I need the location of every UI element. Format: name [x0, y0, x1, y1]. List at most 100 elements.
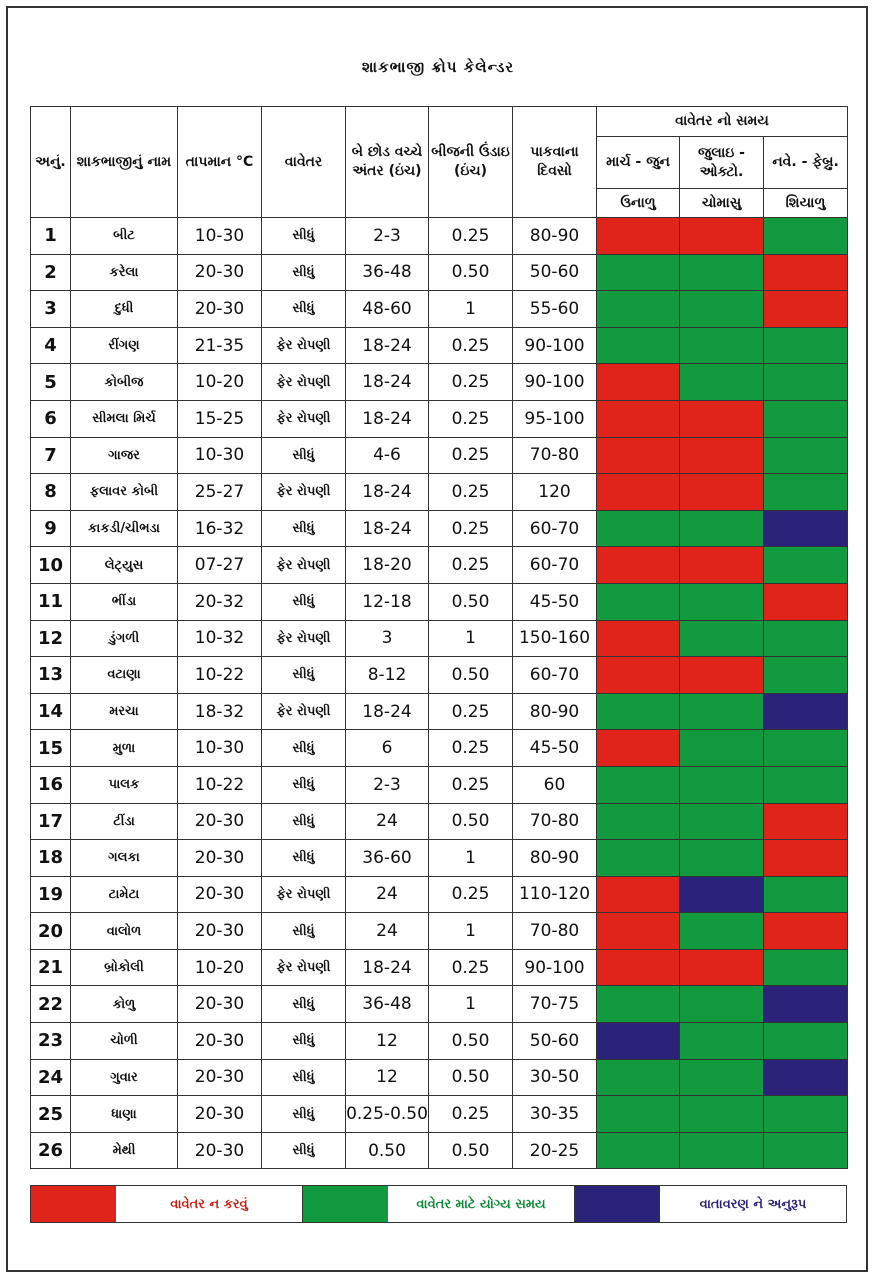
sowing-method: ફેર રોપણી — [261, 473, 346, 511]
period-header: નવે. - ફેબ્રુ. — [762, 136, 849, 189]
plant-spacing: 18-24 — [345, 473, 429, 511]
table-row: 9 કાકડી/ચીભડા 16-32 સીધું 18-24 0.25 60-70 — [30, 509, 849, 548]
season-status-green — [679, 802, 764, 841]
table-row: 25 ધાણા 20-30 સીધું 0.25-0.50 0.25 30-35 — [30, 1095, 849, 1133]
season-header: ઉનાળુ — [596, 188, 680, 218]
days-to-mature: 60-70 — [512, 509, 597, 548]
temperature: 20-30 — [177, 839, 262, 877]
table-row: 18 ગલકા 20-30 સીધું 36-60 1 80-90 — [30, 839, 849, 877]
seed-depth: 0.25 — [428, 875, 513, 914]
legend-swatch-blue — [575, 1186, 660, 1222]
plant-spacing: 24 — [345, 912, 429, 950]
season-status-green — [679, 326, 764, 365]
season-status-green — [679, 1058, 764, 1097]
temperature: 10-22 — [177, 656, 262, 694]
plant-spacing: 36-48 — [345, 253, 429, 292]
sowing-method: સીધું — [261, 290, 346, 328]
vegetable-name: ગાજર — [70, 436, 178, 475]
season-status-red — [679, 436, 764, 475]
seed-depth: 0.25 — [428, 948, 513, 987]
temperature: 20-30 — [177, 1131, 262, 1170]
season-status-green — [679, 692, 764, 731]
seed-depth: 0.50 — [428, 802, 513, 841]
legend-item-weather-dependent: વાતાવરણ ને અનુરૂપ — [575, 1186, 846, 1222]
seed-depth: 0.25 — [428, 363, 513, 401]
season-status-red — [596, 656, 680, 694]
season-status-green — [762, 729, 849, 767]
season-status-red — [596, 875, 680, 914]
vegetable-name: દુધી — [70, 290, 178, 328]
vegetable-name: કોળુ — [70, 985, 178, 1024]
days-to-mature: 30-35 — [512, 1095, 597, 1133]
legend-label: વાતાવરણ ને અનુરૂપ — [660, 1186, 846, 1222]
sowing-method: સીધું — [261, 839, 346, 877]
temperature: 20-30 — [177, 875, 262, 914]
plant-spacing: 36-48 — [345, 985, 429, 1024]
row-number: 26 — [30, 1131, 71, 1170]
row-number: 16 — [30, 765, 71, 804]
table-row: 19 ટામેટા 20-30 ફેર રોપણી 24 0.25 110-120 — [30, 875, 849, 914]
seed-depth: 0.25 — [428, 399, 513, 438]
row-number: 12 — [30, 619, 71, 658]
season-status-blue — [762, 1058, 849, 1097]
seed-depth: 1 — [428, 985, 513, 1024]
season-status-red — [596, 619, 680, 658]
period-header: માર્ચ - જુન — [596, 136, 680, 189]
sowing-method: ફેર રોપણી — [261, 619, 346, 658]
vegetable-name: રીંગણ — [70, 326, 178, 365]
temperature: 20-30 — [177, 1095, 262, 1133]
sowing-method: સીધું — [261, 436, 346, 475]
sowing-method: સીધું — [261, 985, 346, 1024]
seed-depth: 0.25 — [428, 473, 513, 511]
legend-swatch-red — [31, 1186, 116, 1222]
days-to-mature: 60-70 — [512, 546, 597, 584]
color-legend: વાવેતર ન કરવું વાવેતર માટે યોગ્ય સમય વાત… — [30, 1185, 847, 1223]
season-status-red — [679, 546, 764, 584]
season-status-green — [762, 363, 849, 401]
vegetable-name: ફલાવર કોબી — [70, 473, 178, 511]
season-status-green — [762, 765, 849, 804]
season-status-red — [596, 729, 680, 767]
col-header-spacing: બે છોડ વચ્ચે અંતર (ઇંચ) — [345, 106, 429, 218]
row-number: 4 — [30, 326, 71, 365]
season-status-green — [762, 473, 849, 511]
seed-depth: 0.50 — [428, 656, 513, 694]
temperature: 20-30 — [177, 985, 262, 1024]
plant-spacing: 18-24 — [345, 399, 429, 438]
row-number: 22 — [30, 985, 71, 1024]
days-to-mature: 80-90 — [512, 839, 597, 877]
days-to-mature: 55-60 — [512, 290, 597, 328]
season-status-red — [596, 363, 680, 401]
vegetable-name: કાકડી/ચીભડા — [70, 509, 178, 548]
temperature: 10-22 — [177, 765, 262, 804]
legend-item-do-not-sow: વાવેતર ન કરવું — [31, 1186, 303, 1222]
days-to-mature: 90-100 — [512, 326, 597, 365]
vegetable-name: કોબીજ — [70, 363, 178, 401]
vegetable-name: ગલકા — [70, 839, 178, 877]
plant-spacing: 12 — [345, 1058, 429, 1097]
plant-spacing: 18-24 — [345, 692, 429, 731]
plant-spacing: 2-3 — [345, 765, 429, 804]
sowing-method: સીધું — [261, 729, 346, 767]
season-status-blue — [679, 875, 764, 914]
plant-spacing: 18-20 — [345, 546, 429, 584]
plant-spacing: 18-24 — [345, 326, 429, 365]
plant-spacing: 6 — [345, 729, 429, 767]
seed-depth: 1 — [428, 839, 513, 877]
temperature: 20-30 — [177, 253, 262, 292]
table-row: 7 ગાજર 10-30 સીધું 4-6 0.25 70-80 — [30, 436, 849, 475]
row-number: 25 — [30, 1095, 71, 1133]
days-to-mature: 50-60 — [512, 253, 597, 292]
table-row: 12 ડુંગળી 10-32 ફેર રોપણી 3 1 150-160 — [30, 619, 849, 658]
crop-calendar-table: અનું. શાકભાજીનું નામ તાપમાન °C વાવેતર બે… — [30, 106, 849, 1170]
plant-spacing: 36-60 — [345, 839, 429, 877]
temperature: 20-30 — [177, 290, 262, 328]
table-row: 20 વાલોળ 20-30 સીધું 24 1 70-80 — [30, 912, 849, 950]
season-status-green — [679, 509, 764, 548]
days-to-mature: 70-80 — [512, 802, 597, 841]
vegetable-name: ભીંડા — [70, 582, 178, 621]
days-to-mature: 45-50 — [512, 582, 597, 621]
table-row: 22 કોળુ 20-30 સીધું 36-48 1 70-75 — [30, 985, 849, 1024]
days-to-mature: 70-80 — [512, 912, 597, 950]
vegetable-name: લેટ્યુસ — [70, 546, 178, 584]
